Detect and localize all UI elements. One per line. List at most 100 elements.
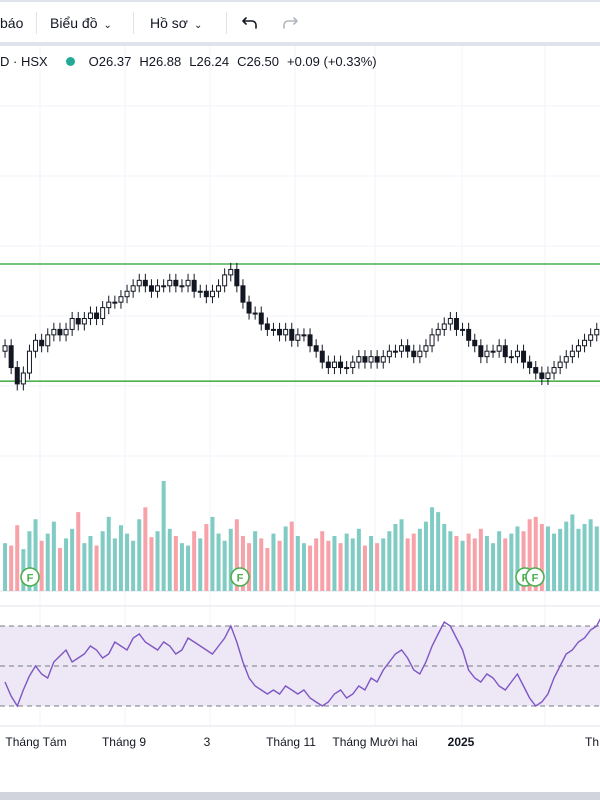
candle-body [240, 285, 246, 303]
dividend-marker-label: F [522, 573, 529, 585]
candle-body [594, 328, 600, 336]
bottom-scrollbar[interactable] [0, 792, 600, 800]
volume-bar [301, 543, 306, 591]
dividend-marker-label: F [27, 573, 34, 585]
alerts-button[interactable]: báo [0, 12, 23, 34]
volume-bar [564, 521, 569, 591]
high-value: 26.88 [148, 54, 182, 69]
rsi-line [4, 617, 600, 708]
candle-body [69, 318, 75, 330]
dividend-marker: F [525, 567, 545, 587]
candle-body [484, 350, 490, 358]
redo-icon[interactable] [280, 13, 300, 33]
volume-bar [131, 540, 136, 591]
chevron-down-icon: ⌄ [103, 20, 112, 31]
volume-bar [454, 536, 459, 591]
volume-bar [509, 533, 514, 591]
chart-menu-button[interactable]: Biểu đồ ⌄ [50, 12, 112, 37]
candle-body [582, 339, 588, 347]
candle-body [173, 279, 179, 287]
candle-body [270, 328, 276, 331]
symbol-legend: D · HSX O26.37 H26.88 L26.24 C26.50 +0.09 (+0… [0, 52, 377, 72]
volume-bar [161, 481, 166, 591]
volume-bar [497, 531, 502, 591]
dividend-marker-circle [525, 567, 545, 587]
volume-bar [100, 531, 105, 591]
candle-body [185, 279, 191, 287]
candle-body [191, 279, 197, 292]
candle-body [63, 328, 69, 336]
volume-bar [545, 526, 550, 591]
volume-bar [51, 521, 56, 591]
candle-body [222, 274, 228, 287]
candle-body [155, 285, 161, 292]
candle-body [112, 301, 118, 304]
volume-bar [436, 512, 441, 591]
volume-bar [442, 524, 447, 591]
candle-body [130, 285, 136, 292]
candle-body [252, 312, 258, 315]
volume-bar [137, 519, 142, 591]
volume-bar [552, 533, 557, 591]
volume-bar [155, 531, 160, 591]
candle-body [26, 350, 32, 374]
candle-body [496, 345, 502, 352]
candle-body [331, 361, 337, 369]
candle-body [399, 345, 405, 352]
candle-body [167, 279, 173, 287]
candle-body [2, 345, 8, 352]
candle-body [216, 285, 222, 292]
candle-body [521, 350, 527, 363]
candle-body [423, 345, 429, 352]
candle-body [453, 318, 459, 330]
candle-body [557, 361, 563, 369]
candle-body [490, 350, 496, 353]
volume-bar [112, 538, 117, 591]
volume-bar [515, 526, 520, 591]
candle-body [447, 318, 453, 325]
volume-bar [15, 525, 20, 591]
candle-body [374, 356, 380, 363]
candle-body [460, 328, 466, 331]
candle-body [533, 367, 539, 374]
volume-bar [247, 543, 252, 591]
volume-bar [283, 526, 288, 591]
candle-body [142, 279, 148, 287]
volume-bar [582, 524, 587, 591]
volume-bar [259, 538, 264, 591]
time-axis-label: 3 [204, 735, 211, 749]
candle-body [411, 350, 417, 358]
candle-body [466, 328, 472, 341]
symbol-name[interactable]: D · HSX [0, 54, 48, 69]
candle-body [588, 334, 594, 341]
candle-body [429, 334, 435, 347]
close-key: C [237, 54, 247, 69]
candle-body [392, 350, 398, 353]
profile-menu-button[interactable]: Hồ sơ ⌄ [150, 12, 202, 37]
volume-bar [167, 528, 172, 591]
volume-bar [405, 538, 410, 591]
close-value: 26.50 [246, 54, 279, 69]
volume-bar [253, 531, 258, 591]
volume-bar [356, 528, 361, 591]
candle-body [14, 367, 20, 385]
undo-icon[interactable] [240, 13, 260, 33]
volume-bar [82, 543, 87, 591]
volume-bar [417, 528, 422, 591]
candle-body [441, 323, 447, 330]
volume-bar [478, 528, 483, 591]
volume-bar [204, 524, 209, 591]
time-axis-label: Tháng 11 [266, 735, 316, 749]
dividend-marker: F [230, 567, 250, 587]
volume-bar [125, 533, 130, 591]
volume-bar [521, 531, 526, 591]
candle-body [551, 367, 557, 374]
volume-bar [320, 531, 325, 591]
candle-body [539, 372, 545, 379]
volume-bar [484, 536, 489, 591]
volume-bar [118, 525, 123, 591]
volume-bar [381, 538, 386, 591]
volume-bar [94, 545, 99, 591]
candle-body [307, 334, 313, 347]
